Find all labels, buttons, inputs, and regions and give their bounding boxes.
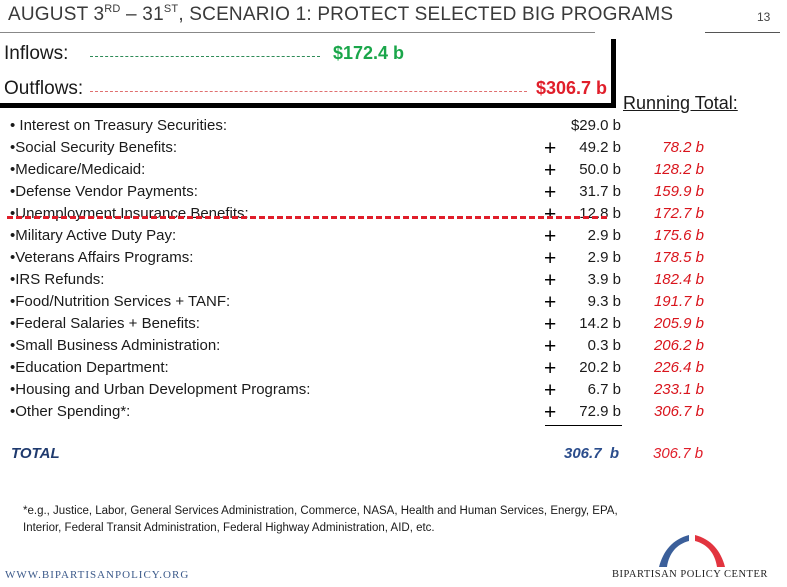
title-part: , SCENARIO 1: PROTECT SELECTED BIG PROGR…: [178, 4, 674, 25]
row-label: •Other Spending*:: [10, 403, 131, 420]
row-running-total: 78.2 b: [662, 139, 704, 156]
protection-cutoff-line: [7, 216, 607, 219]
footnote-line: *e.g., Justice, Labor, General Services …: [23, 505, 618, 517]
plus-icon: +: [544, 357, 557, 380]
plus-icon: +: [544, 203, 557, 226]
outflows-value: $306.7 b: [536, 78, 608, 98]
row-running-total: 172.7 b: [653, 205, 704, 222]
inflows-value: $172.4 b: [333, 43, 405, 63]
row-label: •Housing and Urban Development Programs:: [10, 381, 311, 398]
title-superscript: RD: [104, 3, 121, 15]
title-superscript: ST: [163, 3, 179, 15]
flows-box-border-right: [611, 39, 616, 107]
row-amount: 9.3 b: [587, 293, 621, 310]
sum-underline: [545, 425, 622, 426]
row-label: •IRS Refunds:: [10, 271, 105, 288]
row-label: •Food/Nutrition Services + TANF:: [10, 293, 231, 310]
outflows-leader-line: [90, 91, 527, 92]
flows-box-border-bottom: [0, 103, 616, 108]
plus-icon: +: [544, 137, 557, 160]
row-label: •Defense Vendor Payments:: [10, 183, 198, 200]
logo-blue-arc: [659, 535, 689, 567]
row-running-total: 159.9 b: [653, 183, 704, 200]
row-running-total: 175.6 b: [653, 227, 704, 244]
plus-icon: +: [544, 291, 557, 314]
plus-icon: +: [544, 225, 557, 248]
plus-icon: +: [544, 181, 557, 204]
plus-icon: +: [544, 379, 557, 402]
row-label: •Social Security Benefits:: [10, 139, 177, 156]
row-running-total: 205.9 b: [653, 315, 704, 332]
total-label: TOTAL: [11, 445, 60, 462]
row-label: •Education Department:: [10, 359, 169, 376]
total-amount: 306.7 b: [564, 445, 620, 462]
outflows-label: Outflows:: [4, 78, 84, 99]
plus-icon: +: [544, 313, 557, 336]
row-running-total: 306.7 b: [653, 403, 704, 420]
plus-icon: +: [544, 159, 557, 182]
footnote: *e.g., Justice, Labor, General Services …: [23, 503, 703, 537]
row-amount: 31.7 b: [579, 183, 621, 200]
row-label: •Medicare/Medicaid:: [10, 161, 146, 178]
total-running: 306.7 b: [653, 445, 704, 462]
plus-icon: +: [544, 247, 557, 270]
inflows-label: Inflows:: [4, 43, 69, 64]
row-amount: 14.2 b: [579, 315, 621, 332]
row-running-total: 233.1 b: [653, 381, 704, 398]
row-amount: $29.0 b: [570, 117, 621, 134]
title-divider: [0, 32, 595, 33]
page-number: 13: [757, 10, 771, 24]
row-amount: 6.7 b: [587, 381, 621, 398]
row-amount: 50.0 b: [579, 161, 621, 178]
row-running-total: 226.4 b: [653, 359, 704, 376]
row-amount: 12.8 b: [579, 205, 621, 222]
row-running-total: 191.7 b: [653, 293, 704, 310]
title-part: – 31: [120, 4, 164, 25]
row-label: •Federal Salaries + Benefits:: [10, 315, 200, 332]
row-label: • Interest on Treasury Securities:: [10, 117, 228, 134]
org-name: BIPARTISAN POLICY CENTER: [612, 569, 768, 580]
row-amount: 2.9 b: [587, 227, 621, 244]
inflows-leader-line: [90, 56, 320, 57]
row-amount: 72.9 b: [579, 403, 621, 420]
title-part: AUGUST 3: [8, 4, 105, 25]
slide-title: AUGUST 3RD – 31ST, SCENARIO 1: PROTECT S…: [8, 3, 674, 26]
row-running-total: 206.2 b: [653, 337, 704, 354]
plus-icon: +: [544, 335, 557, 358]
page-number-divider: [705, 32, 780, 33]
row-amount: 0.3 b: [587, 337, 621, 354]
row-running-total: 178.5 b: [653, 249, 704, 266]
bpc-logo-icon: [659, 535, 725, 567]
footnote-line: Interior, Federal Transit Administration…: [23, 522, 435, 534]
row-label: •Military Active Duty Pay:: [10, 227, 177, 244]
row-label: •Unemployment Insurance Benefits:: [10, 205, 249, 222]
row-label: •Veterans Affairs Programs:: [10, 249, 194, 266]
plus-icon: +: [544, 269, 557, 292]
row-amount: 2.9 b: [587, 249, 621, 266]
row-running-total: 182.4 b: [653, 271, 704, 288]
row-running-total: 128.2 b: [653, 161, 704, 178]
running-total-header: Running Total:: [623, 93, 738, 113]
row-amount: 20.2 b: [579, 359, 621, 376]
plus-icon: +: [544, 401, 557, 424]
row-amount: 3.9 b: [587, 271, 621, 288]
website-link[interactable]: WWW.BIPARTISANPOLICY.ORG: [5, 569, 190, 581]
logo-red-arc: [695, 535, 725, 567]
row-amount: 49.2 b: [579, 139, 621, 156]
row-label: •Small Business Administration:: [10, 337, 221, 354]
